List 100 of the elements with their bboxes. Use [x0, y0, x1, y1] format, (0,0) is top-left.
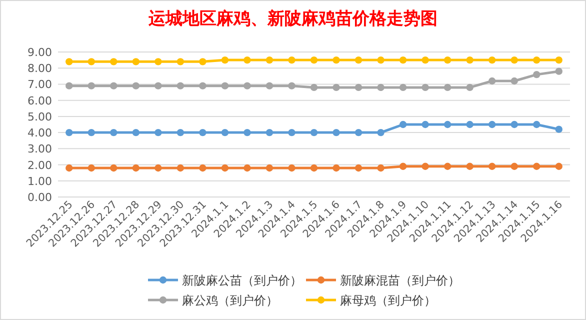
point — [66, 82, 73, 90]
point — [533, 56, 540, 64]
point — [332, 128, 340, 136]
point — [488, 162, 496, 170]
legend-label: 麻公鸡（到户价） — [182, 294, 278, 308]
point — [154, 82, 162, 90]
y-tick-label: 2.00 — [28, 158, 52, 172]
point — [288, 164, 296, 172]
point — [310, 128, 318, 136]
point — [444, 56, 452, 64]
point — [444, 84, 452, 92]
point — [288, 82, 296, 90]
y-tick-label: 1.00 — [28, 174, 52, 188]
point — [510, 120, 518, 128]
point — [110, 82, 118, 90]
point — [66, 58, 73, 66]
point — [488, 56, 496, 64]
point — [244, 128, 251, 136]
point — [444, 162, 452, 170]
point — [221, 128, 229, 136]
point — [266, 82, 274, 90]
point — [510, 56, 518, 64]
point — [88, 82, 95, 90]
point — [510, 162, 518, 170]
point — [176, 58, 184, 66]
point — [266, 164, 274, 172]
point — [354, 164, 362, 172]
point — [88, 164, 95, 172]
point — [244, 164, 251, 172]
y-tick-label: 0.00 — [28, 191, 52, 204]
point — [132, 58, 140, 66]
point — [377, 164, 384, 172]
point — [377, 128, 384, 136]
point — [422, 84, 429, 92]
point — [154, 58, 162, 66]
point — [399, 162, 407, 170]
y-tick-label: 4.00 — [28, 126, 52, 140]
point — [354, 56, 362, 64]
point — [244, 82, 251, 90]
point — [176, 164, 184, 172]
point — [377, 84, 384, 92]
point — [466, 56, 474, 64]
point — [154, 164, 162, 172]
legend-label: 麻母鸡（到户价） — [340, 294, 436, 308]
y-tick-label: 6.00 — [28, 94, 52, 108]
point — [199, 58, 206, 66]
point — [332, 164, 340, 172]
point — [310, 56, 318, 64]
y-tick-label: 8.00 — [28, 62, 52, 76]
point — [110, 58, 118, 66]
point — [266, 128, 274, 136]
point — [332, 56, 340, 64]
point — [288, 56, 296, 64]
legend-label: 新陂麻混苗（到户价） — [340, 274, 460, 288]
point — [244, 56, 251, 64]
point — [466, 162, 474, 170]
point — [399, 56, 407, 64]
point — [555, 56, 562, 64]
point — [466, 120, 474, 128]
point — [288, 128, 296, 136]
y-tick-label: 5.00 — [28, 110, 52, 124]
point — [399, 84, 407, 92]
point — [488, 77, 496, 85]
point — [199, 128, 206, 136]
point — [310, 164, 318, 172]
point — [110, 128, 118, 136]
point — [422, 162, 429, 170]
point — [422, 56, 429, 64]
point — [466, 84, 474, 92]
y-tick-label: 9.00 — [28, 46, 52, 59]
y-tick-label: 3.00 — [28, 142, 52, 156]
point — [88, 128, 95, 136]
point — [310, 84, 318, 92]
point — [555, 126, 562, 133]
y-tick-label: 7.00 — [28, 78, 52, 92]
point — [132, 128, 140, 136]
point — [132, 164, 140, 172]
point — [176, 128, 184, 136]
point — [176, 82, 184, 90]
point — [199, 164, 206, 172]
point — [266, 56, 274, 64]
legend-label: 新陂麻公苗（到户价） — [182, 274, 302, 288]
point — [444, 120, 452, 128]
point — [533, 162, 540, 170]
point — [66, 128, 73, 136]
point — [221, 82, 229, 90]
point — [533, 70, 540, 78]
point — [332, 84, 340, 92]
point — [555, 68, 562, 75]
point — [354, 128, 362, 136]
point — [377, 56, 384, 64]
chart-title: 运城地区麻鸡、新陂麻鸡苗价格走势图 — [148, 9, 438, 29]
point — [399, 120, 407, 128]
point — [510, 77, 518, 85]
point — [88, 58, 95, 66]
point — [66, 164, 73, 172]
point — [555, 162, 562, 170]
point — [354, 84, 362, 92]
point — [132, 82, 140, 90]
point — [488, 120, 496, 128]
